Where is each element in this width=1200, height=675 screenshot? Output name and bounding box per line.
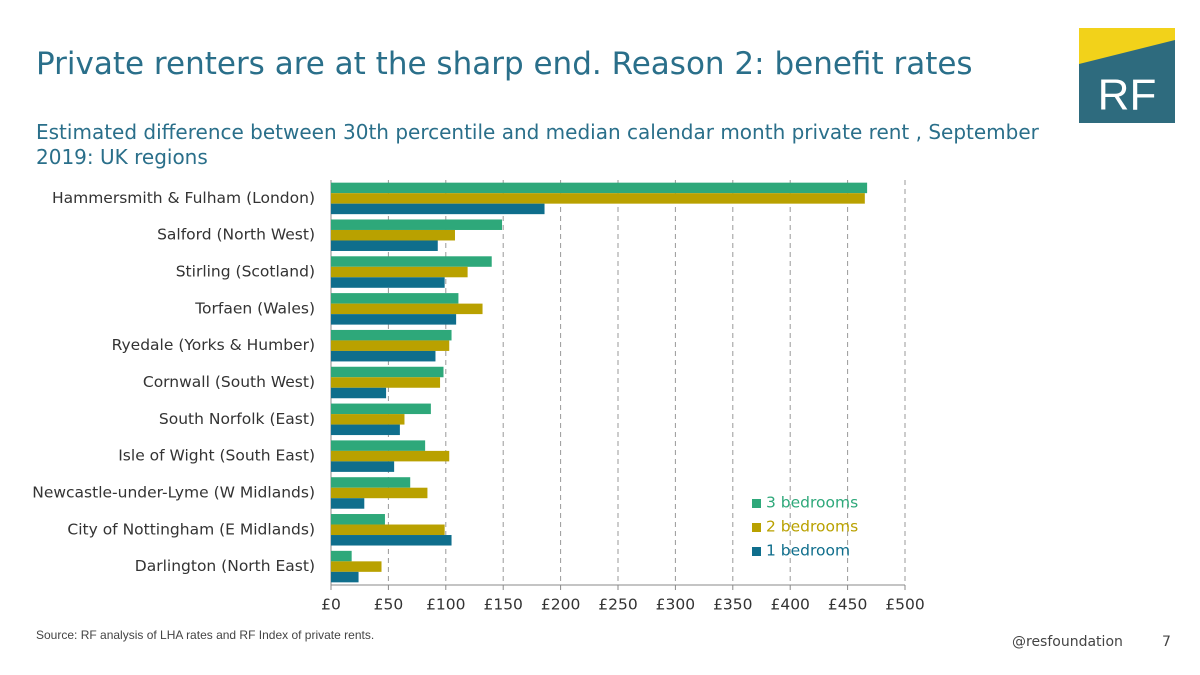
bar (331, 277, 445, 288)
bar (331, 487, 428, 499)
x-tick-label: £500 (885, 596, 924, 614)
y-tick-label: Salford (North West) (157, 226, 315, 244)
x-tick-label: £150 (483, 596, 522, 614)
legend-swatch (752, 499, 761, 508)
bar (331, 403, 431, 415)
legend-label: 2 bedrooms (766, 518, 858, 536)
logo-stripe (1079, 28, 1175, 64)
y-tick-label: Stirling (Scotland) (176, 263, 315, 281)
bar (331, 561, 382, 572)
x-tick-label: £50 (374, 596, 404, 614)
x-tick-label: £200 (541, 596, 580, 614)
y-tick-label: Ryedale (Yorks & Humber) (112, 336, 315, 354)
y-tick-label: Newcastle-under-Lyme (W Midlands) (32, 483, 315, 501)
x-tick-label: £100 (426, 596, 465, 614)
bar (331, 193, 865, 204)
x-tick-label: £350 (713, 596, 752, 614)
bar (331, 414, 405, 425)
y-tick-label: South Norfolk (East) (159, 410, 315, 428)
bar (331, 514, 385, 525)
bar (331, 440, 426, 451)
bar (331, 203, 545, 215)
bar (331, 366, 444, 378)
handle: @resfoundation (1012, 634, 1123, 650)
bar (331, 293, 459, 304)
legend-label: 1 bedroom (766, 542, 850, 560)
logo-text: RF (1098, 71, 1157, 120)
legend-swatch (752, 523, 761, 532)
bar (331, 498, 365, 509)
source: Source: RF analysis of LHA rates and RF … (36, 628, 375, 642)
subtitle: Estimated difference between 30th percen… (36, 120, 1039, 169)
bar (331, 571, 359, 583)
bar (331, 266, 468, 278)
bar (331, 424, 400, 436)
bar (331, 329, 452, 341)
bar (331, 377, 441, 388)
bar (331, 182, 868, 194)
title: Private renters are at the sharp end. Re… (36, 46, 973, 82)
bar (331, 256, 492, 267)
bar (331, 314, 457, 325)
y-tick-label: Hammersmith & Fulham (London) (52, 189, 315, 207)
chart: RF £0 £50 £100 £150 £200 £250 £300 £350 £400 £450… (32, 28, 1175, 614)
bar (331, 350, 436, 362)
y-tick-label: Cornwall (South West) (143, 373, 315, 391)
bar (331, 450, 450, 462)
legend-swatch (752, 547, 761, 556)
bar (331, 535, 452, 546)
x-tick-label: £400 (770, 596, 809, 614)
y-tick-label: Torfaen (Wales) (194, 299, 315, 317)
page-number: 7 (1162, 634, 1171, 650)
x-tick-label: £450 (828, 596, 867, 614)
bar (331, 524, 445, 536)
bar (331, 340, 450, 351)
bar (331, 550, 352, 562)
y-tick-label: Isle of Wight (South East) (118, 447, 315, 465)
bar (331, 240, 438, 251)
y-tick-label: Darlington (North East) (135, 557, 315, 575)
bar (331, 477, 411, 488)
x-tick-label: £300 (656, 596, 695, 614)
legend-label: 3 bedrooms (766, 494, 858, 512)
bar (331, 229, 455, 241)
x-tick-label: £0 (321, 596, 341, 614)
bar (331, 303, 483, 315)
bar (331, 219, 503, 230)
bar (331, 387, 387, 399)
x-tick-label: £250 (598, 596, 637, 614)
y-tick-label: City of Nottingham (E Midlands) (67, 520, 315, 538)
bar (331, 461, 395, 472)
